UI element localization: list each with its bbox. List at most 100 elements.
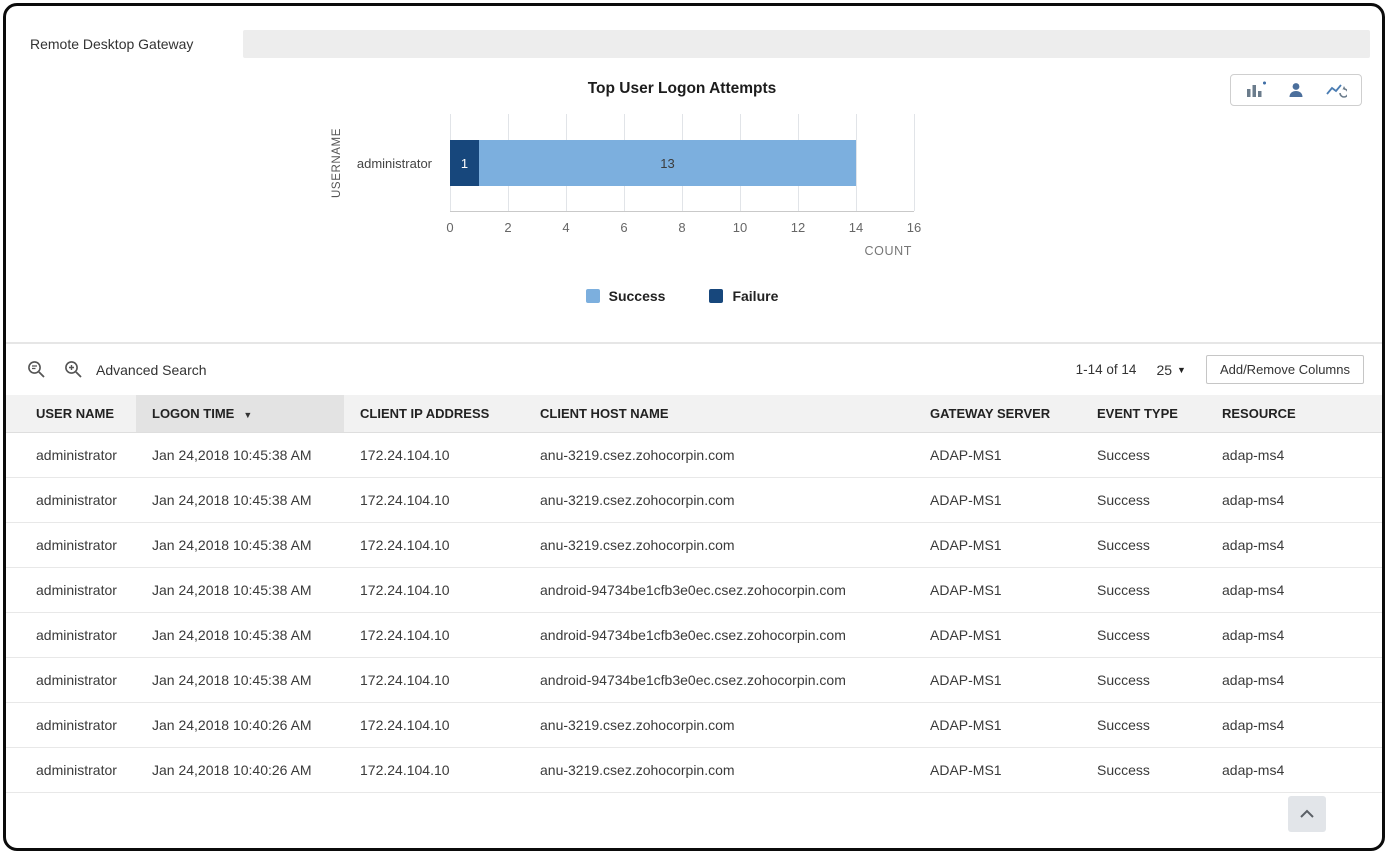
add-report-icon[interactable] bbox=[1245, 81, 1267, 99]
table-cell: anu-3219.csez.zohocorpin.com bbox=[524, 432, 914, 478]
table-cell: 172.24.104.10 bbox=[344, 567, 524, 613]
table-cell: Success bbox=[1081, 477, 1206, 523]
page-size-dropdown[interactable]: 25 ▼ bbox=[1156, 362, 1186, 378]
column-header-event-type[interactable]: EVENT TYPE bbox=[1081, 395, 1206, 433]
table-cell: administrator bbox=[6, 657, 136, 703]
sort-caret-icon: ▼ bbox=[243, 410, 253, 420]
advanced-search-icon[interactable] bbox=[63, 359, 84, 380]
legend-swatch bbox=[709, 289, 724, 303]
legend-item-success[interactable]: Success bbox=[585, 288, 666, 304]
column-header-logon-time[interactable]: LOGON TIME ▼ bbox=[136, 395, 344, 433]
table-cell: Jan 24,2018 10:45:38 AM bbox=[136, 477, 344, 523]
stacked-bar: 1 13 bbox=[450, 140, 914, 186]
table-cell: Success bbox=[1081, 612, 1206, 658]
table-cell: adap-ms4 bbox=[1206, 612, 1382, 658]
column-header-label: RESOURCE bbox=[1222, 406, 1296, 421]
table-cell: android-94734be1cfb3e0ec.csez.zohocorpin… bbox=[524, 567, 914, 613]
x-tick-label: 14 bbox=[848, 220, 864, 235]
chart-title: Top User Logon Attempts bbox=[587, 80, 777, 97]
chevron-up-icon bbox=[1300, 809, 1314, 818]
table-cell: anu-3219.csez.zohocorpin.com bbox=[524, 702, 914, 748]
x-axis-label: COUNT bbox=[864, 244, 912, 258]
table-cell: ADAP-MS1 bbox=[914, 747, 1081, 793]
table-cell: Jan 24,2018 10:45:38 AM bbox=[136, 612, 344, 658]
table-cell: ADAP-MS1 bbox=[914, 657, 1081, 703]
column-header-label: USER NAME bbox=[36, 406, 115, 421]
advanced-search-link[interactable]: Advanced Search bbox=[96, 361, 207, 378]
x-axis-ticks: 0 2 4 6 8 10 12 14 16 bbox=[446, 220, 921, 238]
chart-toolbar bbox=[1230, 74, 1362, 106]
column-header-label: EVENT TYPE bbox=[1097, 406, 1178, 421]
table-cell: anu-3219.csez.zohocorpin.com bbox=[524, 747, 914, 793]
legend-swatch bbox=[585, 289, 600, 303]
log-table: USER NAME LOGON TIME ▼ CLIENT IP ADDRESS CLI… bbox=[6, 395, 1382, 793]
table-row: administrator Jan 24,2018 10:45:38 AM 172.… bbox=[6, 432, 1382, 478]
column-header-client-host-name[interactable]: CLIENT HOST NAME bbox=[524, 395, 914, 433]
table-cell: Success bbox=[1081, 522, 1206, 568]
gridline bbox=[914, 114, 915, 211]
table-cell: administrator bbox=[6, 702, 136, 748]
table-cell: ADAP-MS1 bbox=[914, 612, 1081, 658]
app-window: Remote Desktop Gateway bbox=[3, 3, 1385, 851]
column-header-gateway-server[interactable]: GATEWAY SERVER bbox=[914, 395, 1081, 433]
tab-bar-fill bbox=[243, 30, 1370, 58]
table-cell: Success bbox=[1081, 432, 1206, 478]
table-cell: adap-ms4 bbox=[1206, 432, 1382, 478]
scroll-to-top-button[interactable] bbox=[1288, 796, 1326, 832]
table-cell: 172.24.104.10 bbox=[344, 747, 524, 793]
table-cell: 172.24.104.10 bbox=[344, 432, 524, 478]
user-report-icon[interactable] bbox=[1287, 81, 1305, 99]
table-cell: 172.24.104.10 bbox=[344, 612, 524, 658]
table-cell: Success bbox=[1081, 567, 1206, 613]
tab-label: Remote Desktop Gateway bbox=[30, 36, 194, 52]
table-body: administrator Jan 24,2018 10:45:38 AM 172.… bbox=[6, 432, 1382, 793]
table-cell: android-94734be1cfb3e0ec.csez.zohocorpin… bbox=[524, 657, 914, 703]
bar-segment-failure[interactable]: 1 bbox=[450, 140, 479, 186]
bar-segment-success[interactable]: 13 bbox=[479, 140, 856, 186]
legend-item-failure[interactable]: Failure bbox=[709, 288, 778, 304]
x-tick-label: 0 bbox=[446, 220, 454, 235]
chevron-down-icon: ▼ bbox=[1177, 364, 1186, 375]
table-cell: administrator bbox=[6, 432, 136, 478]
legend-label: Failure bbox=[732, 288, 779, 304]
table-cell: ADAP-MS1 bbox=[914, 702, 1081, 748]
y-category-label: administrator bbox=[356, 155, 432, 171]
table-cell: anu-3219.csez.zohocorpin.com bbox=[524, 477, 914, 523]
column-header-user-name[interactable]: USER NAME bbox=[6, 395, 136, 433]
table-header-row: USER NAME LOGON TIME ▼ CLIENT IP ADDRESS CLI… bbox=[6, 395, 1382, 433]
table-row: administrator Jan 24,2018 10:45:38 AM 172.… bbox=[6, 567, 1382, 613]
x-tick-label: 8 bbox=[678, 220, 686, 235]
search-icon[interactable] bbox=[26, 359, 47, 380]
grid-toolbar: Advanced Search 1-14 of 14 25 ▼ Add/Remo… bbox=[6, 344, 1382, 395]
column-header-resource[interactable]: RESOURCE bbox=[1206, 395, 1382, 433]
table-cell: administrator bbox=[6, 612, 136, 658]
tab-bar: Remote Desktop Gateway bbox=[18, 30, 1370, 58]
table-cell: adap-ms4 bbox=[1206, 702, 1382, 748]
table-cell: 172.24.104.10 bbox=[344, 657, 524, 703]
y-axis: USERNAME administrator bbox=[160, 114, 450, 212]
tab-remote-desktop-gateway[interactable]: Remote Desktop Gateway bbox=[18, 30, 214, 58]
table-cell: administrator bbox=[6, 522, 136, 568]
legend-label: Success bbox=[608, 288, 666, 304]
table-cell: adap-ms4 bbox=[1206, 567, 1382, 613]
table-row: administrator Jan 24,2018 10:40:26 AM 172.… bbox=[6, 702, 1382, 748]
column-header-label: LOGON TIME bbox=[152, 406, 235, 421]
table-cell: adap-ms4 bbox=[1206, 477, 1382, 523]
log-grid-section: Advanced Search 1-14 of 14 25 ▼ Add/Remo… bbox=[6, 342, 1382, 793]
table-cell: android-94734be1cfb3e0ec.csez.zohocorpin… bbox=[524, 612, 914, 658]
add-remove-columns-button[interactable]: Add/Remove Columns bbox=[1205, 355, 1364, 384]
table-cell: Success bbox=[1081, 657, 1206, 703]
table-row: administrator Jan 24,2018 10:40:26 AM 172.… bbox=[6, 747, 1382, 793]
table-cell: administrator bbox=[6, 477, 136, 523]
table-cell: adap-ms4 bbox=[1206, 747, 1382, 793]
chart: Top User Logon Attempts USERNAME adminis… bbox=[160, 80, 930, 304]
column-header-client-ip-address[interactable]: CLIENT IP ADDRESS bbox=[344, 395, 524, 433]
chart-plot: 1 13 bbox=[450, 114, 915, 212]
column-header-label: CLIENT HOST NAME bbox=[540, 406, 669, 421]
table-cell: 172.24.104.10 bbox=[344, 522, 524, 568]
table-cell: Jan 24,2018 10:40:26 AM bbox=[136, 747, 344, 793]
line-chart-refresh-icon[interactable] bbox=[1325, 81, 1347, 99]
table-row: administrator Jan 24,2018 10:45:38 AM 172.… bbox=[6, 657, 1382, 703]
x-tick-label: 6 bbox=[620, 220, 628, 235]
gridline bbox=[856, 114, 857, 211]
